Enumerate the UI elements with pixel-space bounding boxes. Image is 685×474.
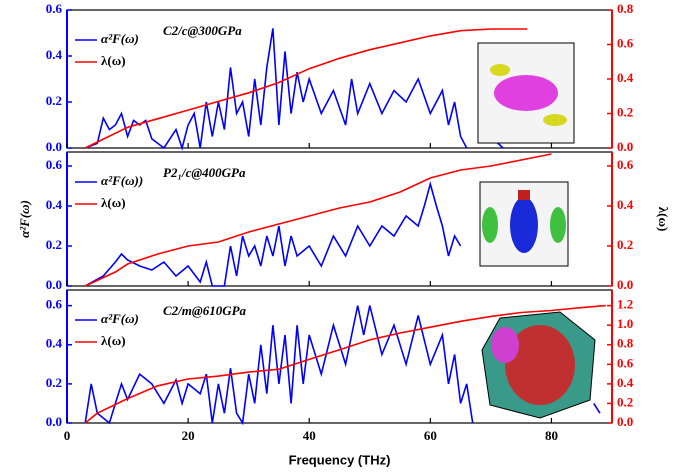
legend-label: λ(ω): [101, 333, 126, 348]
y2-tick-label: 0.6: [617, 157, 634, 172]
x-tick-label: 40: [303, 428, 316, 443]
y2-tick-label: 1.0: [617, 316, 633, 331]
annotation: P2₁/c@400GPa: [163, 165, 246, 180]
x-tick-label: 20: [182, 428, 195, 443]
y2-tick-label: 0.6: [617, 355, 634, 370]
legend-label: λ(ω): [101, 53, 126, 68]
legend-label: α²F(ω): [101, 311, 139, 326]
y2-tick-label: 0.4: [617, 70, 634, 85]
annotation: C2/m@610GPa: [163, 303, 247, 318]
fermi-surface-insets: [477, 42, 596, 419]
series-line: [84, 304, 606, 424]
y2-tick-label: 0.8: [617, 1, 634, 16]
y-tick-label: 0.0: [46, 414, 62, 429]
x-tick-label: 60: [424, 428, 437, 443]
y-tick-label: 0.4: [46, 47, 63, 62]
x-axis-label: Frequency (THz): [289, 452, 391, 467]
y2-tick-label: 0.2: [617, 394, 633, 409]
inset-3: [481, 311, 596, 419]
series-line: [84, 28, 528, 149]
y-tick-label: 0.4: [46, 336, 63, 351]
x-tick-label: 80: [545, 428, 558, 443]
y-tick-label: 0.2: [46, 237, 62, 252]
inset-1: [477, 42, 575, 144]
y-tick-label: 0.0: [46, 277, 62, 292]
inset-2: [479, 181, 569, 267]
x-tick-label: 0: [64, 428, 71, 443]
series-line: [84, 153, 552, 287]
y2-tick-label: 0.2: [617, 104, 633, 119]
y2-tick-label: 0.6: [617, 35, 634, 50]
annotation: C2/c@300GPa: [163, 23, 242, 38]
legend-label: α²F(ω)): [101, 173, 143, 188]
y2-tick-label: 0.8: [617, 336, 634, 351]
y-tick-label: 0.2: [46, 375, 62, 390]
y-axis-label: α²F(ω): [17, 200, 32, 238]
y2-tick-label: 0.0: [617, 414, 633, 429]
y2-tick-label: 0.0: [617, 139, 633, 154]
y-tick-label: 0.4: [46, 197, 63, 212]
legend-label: α²F(ω): [101, 31, 139, 46]
y2-tick-label: 0.2: [617, 237, 633, 252]
y-tick-label: 0.6: [46, 157, 63, 172]
series-line: [84, 180, 462, 287]
y-tick-label: 0.6: [46, 297, 63, 312]
y2-tick-label: 1.2: [617, 297, 633, 312]
y2-tick-label: 0.4: [617, 197, 634, 212]
legend-label: λ(ω): [101, 195, 126, 210]
y-tick-label: 0.2: [46, 93, 62, 108]
y2-tick-label: 0.4: [617, 375, 634, 390]
series-line: [84, 305, 601, 426]
series-line: [84, 28, 504, 151]
y2-tick-label: 0.0: [617, 277, 633, 292]
y-tick-label: 0.0: [46, 139, 62, 154]
y2-axis-label: λ(ω): [656, 207, 671, 232]
y-tick-label: 0.6: [46, 1, 63, 16]
